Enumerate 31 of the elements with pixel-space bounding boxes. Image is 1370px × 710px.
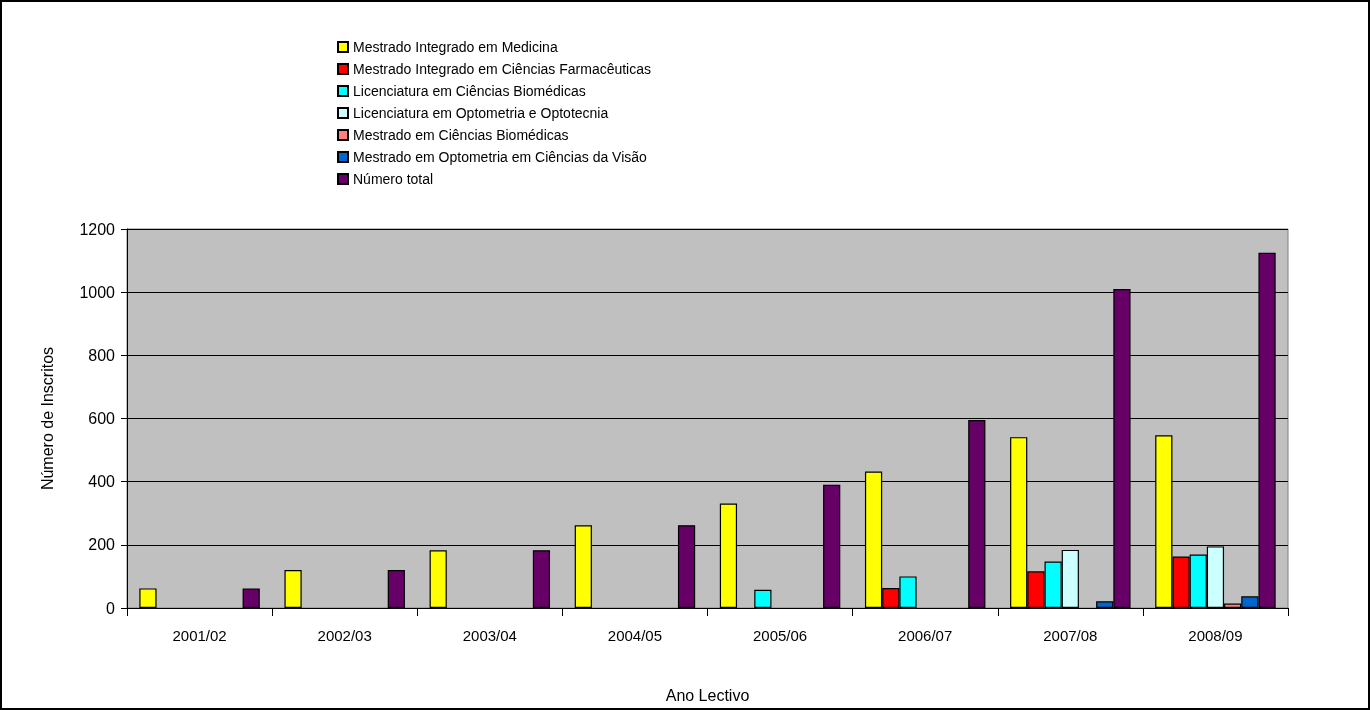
y-tick-label: 200 xyxy=(88,536,116,554)
x-tick-label: 2003/04 xyxy=(462,627,517,644)
x-tick-label: 2006/07 xyxy=(898,627,953,644)
bar xyxy=(532,550,551,608)
x-tick-label: 2001/02 xyxy=(172,627,227,644)
x-axis-title: Ano Lectivo xyxy=(665,686,750,704)
bar xyxy=(139,588,157,608)
y-axis-title: Número de Inscritos xyxy=(38,346,56,491)
x-tick-label: 2008/09 xyxy=(1188,627,1243,644)
y-tick-label: 1200 xyxy=(79,220,116,238)
legend-label: Licenciatura em Optometria e Optotecnia xyxy=(353,105,609,121)
x-tick-label: 2004/05 xyxy=(607,627,663,644)
y-tick-label: 400 xyxy=(88,473,116,491)
bar xyxy=(429,550,447,608)
legend-label: Mestrado em Ciências Biomédicas xyxy=(353,127,569,143)
bar xyxy=(754,589,772,608)
legend-label: Mestrado em Optometria em Ciências da Visão xyxy=(353,149,648,165)
bar xyxy=(242,588,260,608)
bar xyxy=(387,570,405,608)
y-tick-label: 1000 xyxy=(79,283,116,301)
x-tick-label: 2007/08 xyxy=(1043,627,1098,644)
legend-label: Mestrado Integrado em Ciências Farmacêuticas xyxy=(353,61,652,77)
y-tick-label: 0 xyxy=(106,599,116,617)
legend-label: Número total xyxy=(353,171,434,187)
legend-label: Licenciatura em Ciências Biomédicas xyxy=(353,83,586,99)
x-tick-label: 2002/03 xyxy=(317,627,372,644)
legend-label: Mestrado Integrado em Medicina xyxy=(353,39,558,55)
bar xyxy=(284,570,302,608)
y-tick-label: 600 xyxy=(88,410,116,427)
y-tick-label: 800 xyxy=(88,346,116,364)
x-tick-label: 2005/06 xyxy=(752,627,808,644)
